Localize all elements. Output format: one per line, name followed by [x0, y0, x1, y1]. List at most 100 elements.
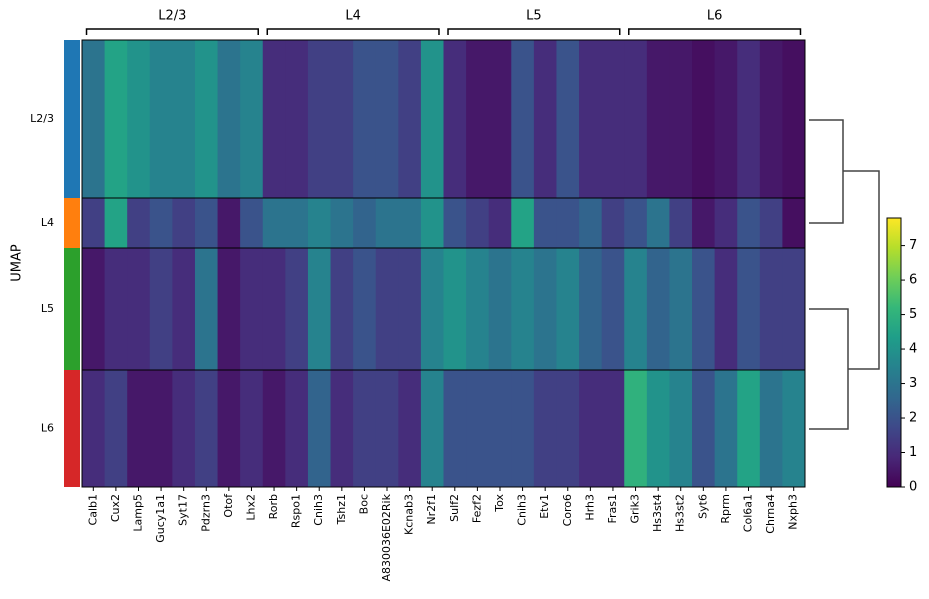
heatmap-cell [398, 198, 422, 248]
heatmap-cell [240, 198, 264, 248]
heatmap-cell [646, 40, 670, 198]
heatmap-cell [601, 248, 625, 370]
heatmap-cell [443, 370, 467, 487]
heatmap-cell [194, 198, 219, 248]
heatmap-cell [330, 370, 354, 487]
y-axis-label: UMAP [10, 244, 25, 282]
x-tick-label: Col6a1 [742, 494, 755, 532]
x-tick-label: Lhx2 [244, 494, 257, 521]
heatmap-cell [579, 248, 603, 370]
colorbar-tick-label: 0 [909, 480, 917, 495]
heatmap-cell [82, 198, 106, 248]
heatmap-cell [194, 370, 219, 487]
x-tick-label: Gucy1a1 [154, 494, 167, 543]
heatmap-cell [420, 40, 444, 198]
group-label: L6 [707, 9, 723, 24]
heatmap-cell [624, 248, 648, 370]
heatmap-cell [579, 198, 603, 248]
heatmap-cell [511, 40, 535, 198]
heatmap-cell [601, 198, 625, 248]
heatmap-cell [646, 370, 670, 487]
heatmap-cell [104, 40, 128, 198]
heatmap-cell [556, 198, 580, 248]
heatmap-cell [601, 370, 625, 487]
x-tick-label: Chrna4 [764, 494, 777, 534]
heatmap-cell [782, 370, 806, 487]
heatmap-cell [511, 248, 535, 370]
heatmap-cell [692, 40, 716, 198]
group-label: L5 [526, 9, 542, 24]
heatmap-cell [194, 40, 219, 198]
heatmap-cell [149, 40, 173, 198]
heatmap-cell [759, 248, 783, 370]
heatmap-cell [556, 248, 580, 370]
x-tick-label: A830036E02Rik [380, 493, 393, 581]
heatmap-cell [353, 248, 377, 370]
heatmap-cell [443, 248, 467, 370]
heatmap-cell [669, 370, 693, 487]
heatmap-cell [533, 370, 557, 487]
heatmap-cell [579, 370, 603, 487]
heatmap-cell [624, 370, 648, 487]
heatmap-cell [782, 198, 806, 248]
heatmap-cell [488, 198, 512, 248]
group-color-bar [64, 248, 80, 370]
x-tick-label: Tshz1 [335, 494, 348, 525]
group-bracket [628, 28, 802, 35]
row-label: L2/3 [30, 112, 54, 125]
x-tick-label: Fras1 [606, 494, 619, 524]
heatmap-cell [737, 40, 761, 198]
heatmap-cell [692, 248, 716, 370]
heatmap-cell [353, 198, 377, 248]
heatmap-cell [398, 248, 422, 370]
heatmap-cell [285, 370, 309, 487]
group-bracket [85, 28, 259, 35]
heatmap-cell [172, 370, 196, 487]
heatmap-cell [420, 370, 444, 487]
heatmap-cell [217, 198, 241, 248]
heatmap-cell [533, 248, 557, 370]
group-color-bar [64, 198, 80, 248]
x-tick-label: Pdzrn3 [199, 494, 212, 532]
heatmap-cell [466, 198, 490, 248]
heatmap-cell [82, 370, 106, 487]
row-label: L5 [41, 302, 54, 315]
x-tick-label: Rspo1 [290, 494, 303, 528]
heatmap-cell [488, 370, 512, 487]
heatmap-cell [737, 370, 761, 487]
x-tick-label: Hs3st4 [651, 494, 664, 532]
heatmap-cell [511, 198, 535, 248]
heatmap-cell [127, 248, 151, 370]
heatmap-cell [466, 248, 490, 370]
heatmap-cell [82, 40, 106, 198]
heatmap-cell [782, 248, 806, 370]
x-tick-label: Nr2f1 [425, 494, 438, 525]
x-tick-label: Fezf2 [470, 494, 483, 523]
group-label: L2/3 [158, 9, 186, 24]
heatmap-cell [646, 198, 670, 248]
x-tick-label: Cux2 [109, 494, 122, 522]
x-tick-label: Boc [357, 494, 370, 514]
heatmap-cell [262, 40, 286, 198]
heatmap-cell [307, 370, 332, 487]
heatmap-cell [375, 248, 399, 370]
heatmap-cell [375, 198, 399, 248]
heatmap-cell [240, 248, 264, 370]
group-label: L4 [345, 9, 361, 24]
x-tick-label: Cnih3 [312, 494, 325, 526]
heatmap-cell [669, 40, 693, 198]
heatmap-cell [714, 198, 738, 248]
heatmap-cell [330, 198, 354, 248]
x-tick-label: Kcnab3 [403, 494, 416, 535]
x-tick-label: Hs3st2 [674, 494, 687, 532]
colorbar-tick-label: 3 [909, 376, 917, 391]
heatmap-cell [579, 40, 603, 198]
x-tick-label: Calb1 [86, 494, 99, 525]
row-label: L4 [41, 216, 54, 229]
x-tick-label: Lamp5 [131, 494, 144, 532]
heatmap-cell [737, 198, 761, 248]
x-tick-label: Etv1 [538, 494, 551, 519]
heatmap-cell [511, 370, 535, 487]
x-tick-label: Coro6 [561, 494, 574, 526]
x-tick-label: Rorb [267, 494, 280, 519]
